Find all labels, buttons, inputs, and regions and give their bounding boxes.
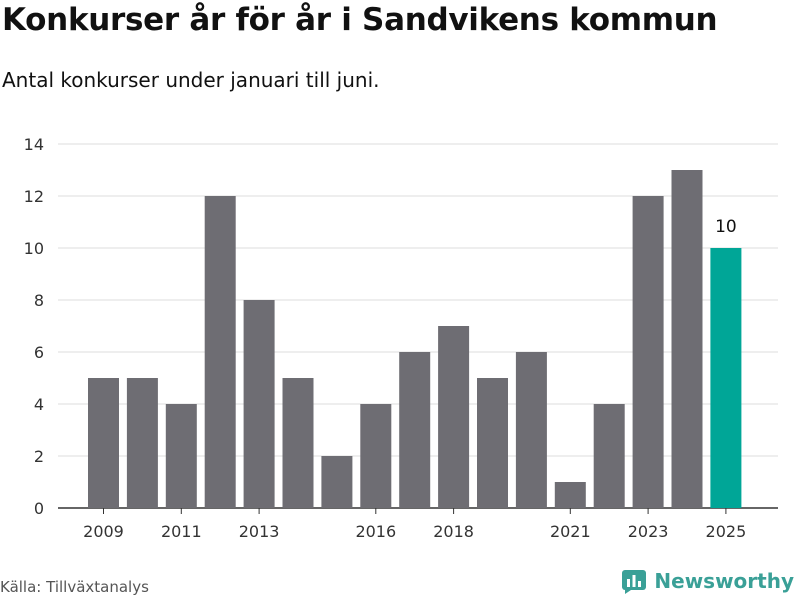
y-tick-label: 0 [34,499,44,518]
bar-2012 [204,196,236,508]
y-tick-label: 14 [24,135,44,154]
bar-2021 [554,482,586,508]
bar-2016 [360,404,392,508]
x-tick-label: 2016 [355,522,396,541]
bar-2017 [399,352,431,508]
x-tick-label: 2018 [433,522,474,541]
source-note: Källa: Tillväxtanalys [0,578,149,596]
bar-2014 [282,378,314,508]
brand-logo: Newsworthy [622,568,794,594]
bar-2015 [321,456,353,508]
y-axis-ticks: 0 2 4 6 8 10 12 14 [24,135,44,518]
bar-chart-logo-icon [622,570,647,594]
bars [88,170,742,508]
brand-name: Newsworthy [654,569,794,593]
x-axis-ticks: 2009 2011 2013 2016 2018 2021 2023 2025 [83,508,746,541]
bar-2013 [243,300,275,508]
bar-2023 [632,196,664,508]
chart-title: Konkurser år för år i Sandvikens kommun [2,2,718,38]
bar-chart: 0 2 4 6 8 10 12 14 2009 2011 2013 2016 2018 2021 2023… [24,135,778,541]
y-tick-label: 6 [34,343,44,362]
bar-2011 [165,404,197,508]
bar-2018 [438,326,470,508]
y-tick-label: 12 [24,187,44,206]
data-labels: 10 [715,217,737,237]
x-tick-label: 2009 [83,522,124,541]
y-tick-label: 2 [34,447,44,466]
y-tick-label: 8 [34,291,44,310]
y-tick-label: 10 [24,239,44,258]
bar-2020 [515,352,547,508]
bar-2019 [477,378,508,508]
bar-2024 [671,170,703,508]
chart-subtitle: Antal konkurser under januari till juni. [2,68,380,92]
bar-2022 [593,404,625,508]
x-tick-label: 2013 [239,522,280,541]
bar-2025 [710,248,742,508]
bar-2009 [88,378,119,508]
x-tick-label: 2011 [161,522,202,541]
bar-2010 [126,378,158,508]
y-tick-label: 4 [34,395,44,414]
x-tick-label: 2025 [706,522,747,541]
data-label: 10 [715,217,737,237]
x-tick-label: 2023 [628,522,669,541]
x-tick-label: 2021 [550,522,591,541]
